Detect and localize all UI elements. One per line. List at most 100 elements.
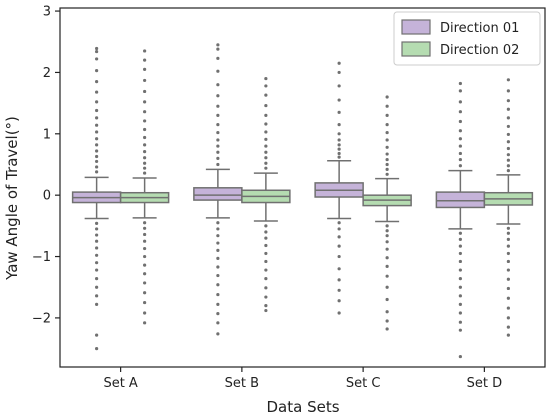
box-1-set-c-outlier bbox=[337, 254, 341, 259]
box-2-set-d-outlier bbox=[506, 99, 510, 103]
box-2-set-a-outlier bbox=[143, 135, 147, 140]
box-1-set-d-outlier bbox=[458, 144, 462, 148]
box-1-set-b-outlier bbox=[216, 248, 220, 253]
legend: Direction 01 Direction 02 bbox=[393, 11, 541, 66]
box-2-set-d-outlier bbox=[506, 146, 510, 151]
box-1-set-d-outlier bbox=[458, 119, 462, 124]
box-1-set-c-outlier bbox=[337, 70, 341, 75]
box-2-set-d-outlier bbox=[506, 259, 510, 264]
box-1-set-c-outlier bbox=[337, 311, 341, 315]
box-2-set-d-outlier bbox=[506, 286, 510, 291]
box-1-set-b-outlier bbox=[216, 241, 220, 245]
box-2-set-d-outlier bbox=[506, 158, 510, 162]
box-2-set-a-outlier bbox=[143, 156, 147, 160]
box-2-set-c-outlier bbox=[385, 229, 389, 233]
box-2-set-a-outlier bbox=[143, 311, 147, 315]
box-2-set-d-outlier bbox=[506, 164, 510, 168]
box-2-set-c-outlier bbox=[385, 297, 389, 302]
axes: −2 −1 0 1 2 3 Set A Set B Set C Set D bbox=[32, 5, 546, 391]
box-1-set-c-outlier bbox=[337, 267, 341, 271]
box-1-set-a-outlier bbox=[95, 294, 99, 298]
y-tick-label: 0 bbox=[43, 189, 51, 204]
box-1-set-d-outlier bbox=[458, 259, 462, 264]
box-1-set-d-outlier bbox=[458, 231, 462, 235]
box-2-set-c-outlier bbox=[385, 224, 389, 228]
box-2-set-d-outlier bbox=[506, 333, 510, 337]
x-tick-label: Set B bbox=[225, 376, 259, 391]
box-2-set-c-outlier bbox=[385, 327, 389, 331]
box-1-set-a-outlier bbox=[95, 108, 99, 113]
box-1-set-d-iqr bbox=[435, 191, 486, 209]
legend-swatch-direction-02 bbox=[401, 41, 431, 57]
box-2-set-d-outlier bbox=[506, 226, 510, 230]
box-1-set-b-outlier bbox=[216, 83, 220, 87]
box-1-set-d-outlier bbox=[458, 354, 462, 359]
box-1-set-d-outlier bbox=[458, 311, 462, 315]
box-2-set-a-outlier bbox=[143, 221, 147, 225]
box-1-set-d-outlier bbox=[458, 294, 462, 298]
box-2-set-a-outlier bbox=[143, 321, 147, 325]
box-2-set-b-outlier bbox=[264, 277, 268, 281]
box-2-set-d-outlier bbox=[506, 153, 510, 157]
box-1-set-a-outlier bbox=[95, 261, 99, 265]
y-tick-label: 3 bbox=[43, 5, 51, 20]
box-1-set-b-outlier bbox=[216, 138, 220, 142]
box-1-set-a-outlier bbox=[95, 346, 99, 351]
box-2-set-d-outlier bbox=[506, 296, 510, 300]
box-1-set-b-outlier bbox=[216, 221, 220, 225]
box-2-set-c-outlier bbox=[385, 157, 389, 162]
box-2-set-a-outlier bbox=[143, 49, 147, 53]
y-tick-label: 1 bbox=[43, 127, 51, 142]
box-1-set-d-outlier bbox=[458, 81, 462, 86]
box-1-set-a-outlier bbox=[95, 137, 99, 141]
y-axis-title: Yaw Angle of Travel(°) bbox=[3, 116, 21, 281]
box-1-set-b-outlier bbox=[216, 144, 220, 148]
box-2-set-d-outlier bbox=[506, 89, 510, 93]
box-2-set-a-outlier bbox=[143, 150, 147, 154]
box-2-set-c-outlier bbox=[385, 319, 389, 323]
legend-label-direction-02: Direction 02 bbox=[440, 43, 519, 58]
box-2-set-a-outlier bbox=[143, 246, 147, 251]
box-2-set-d-outlier bbox=[506, 268, 510, 272]
box-1-set-c-outlier bbox=[337, 132, 341, 136]
box-2-set-c-outlier bbox=[385, 152, 389, 156]
box-1-set-a-outlier bbox=[95, 49, 99, 54]
box-2-set-b-outlier bbox=[264, 130, 268, 134]
box-1-set-b-outlier bbox=[216, 104, 220, 108]
box-1-set-a-outlier bbox=[95, 159, 99, 164]
box-2-set-c-outlier bbox=[385, 247, 389, 251]
box-2-set-a-outlier bbox=[143, 171, 147, 175]
box-2-set-a-outlier bbox=[143, 161, 147, 165]
box-2-set-d-outlier bbox=[506, 124, 510, 129]
box-1-set-a-outlier bbox=[95, 268, 99, 272]
box-2-set-b-outlier bbox=[264, 236, 268, 240]
box-1-set-c-outlier bbox=[337, 235, 341, 239]
box-2-set-c-outlier bbox=[385, 130, 389, 135]
box-2-set-d-outlier bbox=[506, 78, 510, 82]
box-2-set-a-outlier bbox=[143, 67, 147, 71]
box-2-set-d-outlier bbox=[506, 306, 510, 310]
box-2-set-d-outlier bbox=[506, 169, 510, 173]
box-1-set-b-outlier bbox=[216, 265, 220, 269]
box-1-set-d-outlier bbox=[458, 320, 462, 324]
box-1-set-a-outlier bbox=[95, 68, 99, 73]
box-2-set-a-outlier bbox=[143, 143, 147, 147]
box-1-set-d-outlier bbox=[458, 268, 462, 272]
box-2-set-a-outlier bbox=[143, 272, 147, 276]
box-2-set-d-outlier bbox=[506, 316, 510, 320]
box-1-set-b-outlier bbox=[216, 321, 220, 325]
box-2-set-b-outlier bbox=[264, 103, 268, 108]
box-2-set-c-outlier bbox=[385, 310, 389, 314]
y-tick-label: −1 bbox=[32, 250, 51, 265]
box-2-set-b-outlier bbox=[264, 93, 268, 97]
box-1-set-c-outlier bbox=[337, 110, 341, 114]
box-1-set-d-outlier bbox=[458, 100, 462, 104]
box-1-set-a-outlier bbox=[95, 90, 99, 94]
box-1-set-a-outlier bbox=[95, 130, 99, 134]
box-1-set-a-outlier bbox=[95, 165, 99, 169]
box-1-set-c-outlier bbox=[337, 143, 341, 147]
box-2-set-d-outlier bbox=[506, 277, 510, 281]
box-2-set-a-outlier bbox=[143, 89, 147, 94]
box-1-set-c-outlier bbox=[337, 221, 341, 225]
legend-label-direction-01: Direction 01 bbox=[440, 21, 519, 36]
